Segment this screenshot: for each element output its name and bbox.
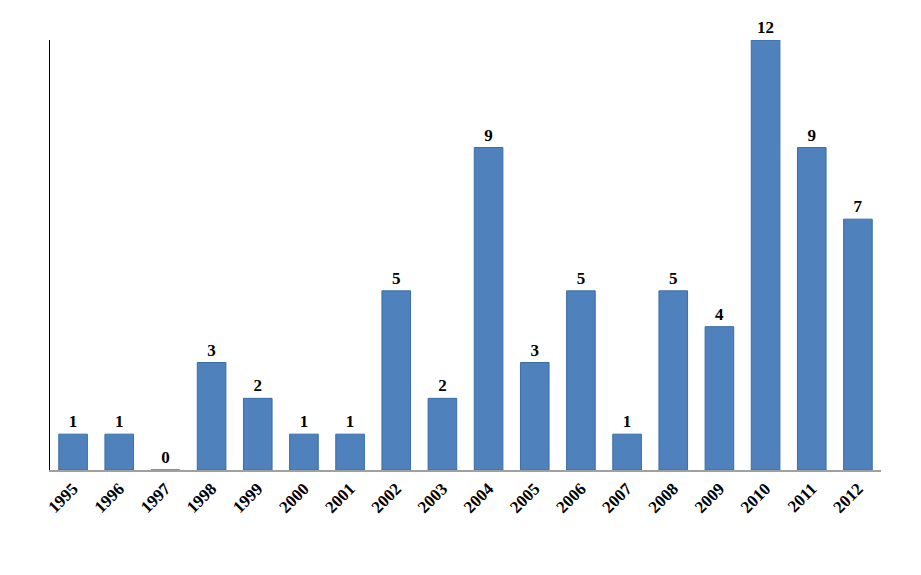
- svg-text:2: 2: [438, 376, 447, 395]
- svg-text:0: 0: [161, 448, 170, 467]
- svg-text:1: 1: [115, 412, 124, 431]
- svg-text:1: 1: [346, 412, 355, 431]
- svg-text:3: 3: [207, 341, 216, 360]
- svg-text:1998: 1998: [183, 479, 220, 516]
- svg-text:1: 1: [300, 412, 309, 431]
- svg-text:9: 9: [808, 126, 817, 145]
- svg-text:2006: 2006: [552, 479, 589, 516]
- svg-text:2012: 2012: [829, 479, 866, 516]
- svg-text:7: 7: [853, 197, 862, 216]
- svg-text:2001: 2001: [321, 479, 358, 516]
- svg-text:1: 1: [69, 412, 78, 431]
- svg-text:2011: 2011: [784, 479, 821, 516]
- svg-text:2004: 2004: [460, 479, 498, 517]
- svg-text:9: 9: [484, 126, 493, 145]
- svg-text:2007: 2007: [598, 479, 636, 517]
- svg-text:2008: 2008: [645, 479, 682, 516]
- svg-text:3: 3: [531, 341, 540, 360]
- svg-text:12: 12: [757, 18, 774, 37]
- svg-text:2009: 2009: [691, 479, 728, 516]
- svg-text:1995: 1995: [44, 479, 81, 516]
- svg-text:2005: 2005: [506, 479, 543, 516]
- svg-text:1997: 1997: [137, 479, 175, 517]
- svg-text:2003: 2003: [414, 479, 451, 516]
- svg-text:2010: 2010: [737, 479, 774, 516]
- svg-text:1996: 1996: [91, 479, 128, 516]
- svg-text:4: 4: [715, 305, 724, 324]
- svg-text:1999: 1999: [229, 479, 266, 516]
- svg-text:5: 5: [669, 269, 678, 288]
- svg-text:1: 1: [623, 412, 632, 431]
- svg-text:2000: 2000: [275, 479, 312, 516]
- svg-text:2002: 2002: [368, 479, 405, 516]
- svg-text:2: 2: [254, 376, 263, 395]
- svg-text:5: 5: [577, 269, 586, 288]
- svg-text:5: 5: [392, 269, 401, 288]
